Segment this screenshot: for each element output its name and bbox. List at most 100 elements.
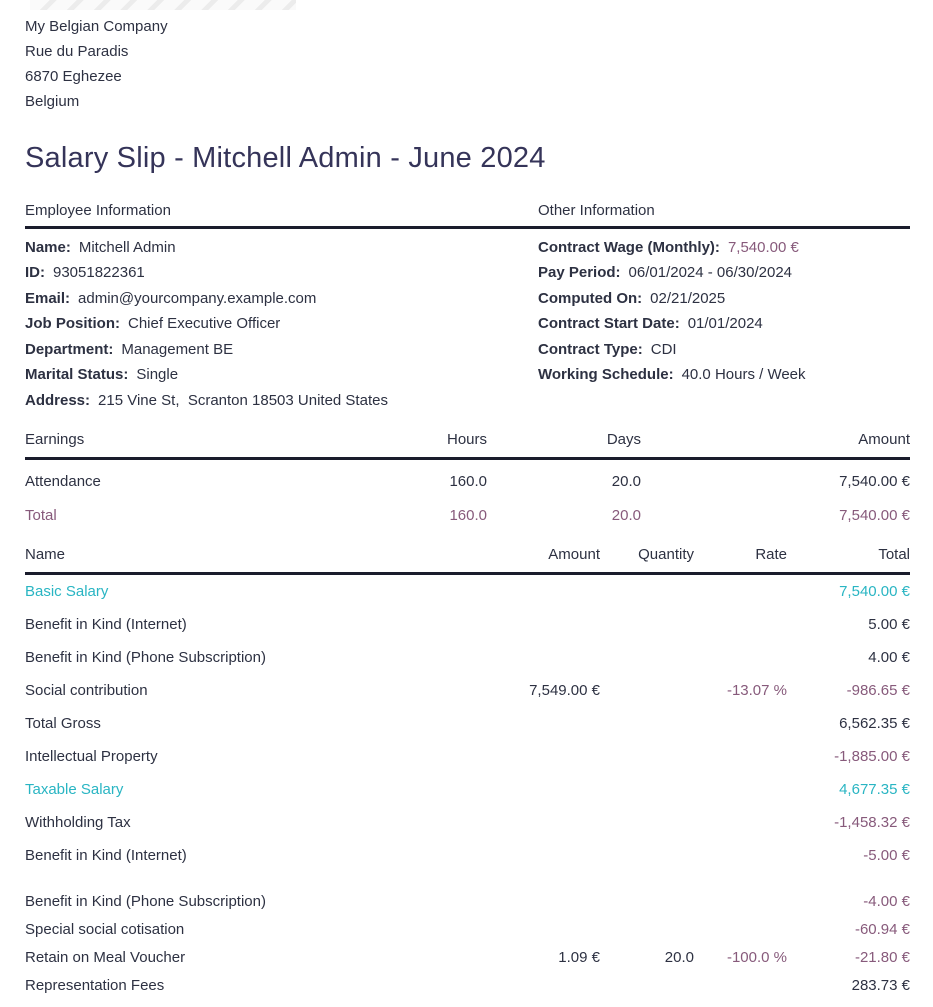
field-label: Department: [25, 340, 114, 358]
info-field-pay-period: Pay Period: 06/01/2024 - 06/30/2024 [538, 260, 910, 286]
salary-rate: -100.0 % [726, 949, 787, 967]
field-value: admin@yourcompany.example.com [78, 289, 317, 307]
salary-amount: 7,549.00 € [529, 682, 600, 700]
field-value: 06/01/2024 - 06/30/2024 [628, 264, 793, 282]
salary-rate: -13.07 % [726, 682, 787, 700]
salary-amount [425, 699, 600, 732]
field-value: Mitchell Admin [78, 238, 176, 256]
earnings-row: Attendance 160.0 20.0 7,540.00 € [25, 459, 910, 491]
salary-total: -1,458.32 € [834, 814, 910, 832]
salary-name: Retain on Meal Voucher [25, 949, 186, 967]
salary-quantity [600, 666, 694, 699]
field-value: 40.0 Hours / Week [681, 366, 806, 384]
salary-amount [425, 831, 600, 864]
salary-total: -5.00 € [863, 847, 910, 865]
salary-row-intellectual-property: Intellectual Property -1,885.00 € [25, 732, 910, 765]
section-divider-rule [25, 225, 910, 229]
salary-rate [694, 765, 787, 798]
earnings-total-row: Total 160.0 20.0 7,540.00 € [25, 490, 910, 524]
salary-quantity [600, 831, 694, 864]
salary-amount [425, 966, 600, 994]
info-section-headings: Employee Information Other Information [25, 202, 910, 219]
info-field-contract-start: Contract Start Date: 01/01/2024 [538, 311, 910, 337]
salary-amount [425, 765, 600, 798]
salary-row-bik-internet: Benefit in Kind (Internet) 5.00 € [25, 600, 910, 633]
salary-quantity [600, 798, 694, 831]
field-value: 01/01/2024 [687, 315, 763, 333]
field-label: Pay Period: [538, 264, 621, 282]
salary-amount [425, 633, 600, 666]
company-street: Rue du Paradis [25, 43, 129, 60]
salary-amount [425, 798, 600, 831]
earnings-amount: 7,540.00 € [839, 473, 910, 491]
field-value: CDI [650, 340, 677, 358]
salary-rate [694, 831, 787, 864]
info-field-working-schedule: Working Schedule: 40.0 Hours / Week [538, 362, 910, 388]
salary-quantity [600, 910, 694, 938]
field-value: 93051822361 [53, 264, 145, 282]
info-field-address: Address: 215 Vine St, Scranton 18503 Unit… [25, 388, 538, 414]
earnings-table-header: Earnings Hours Days Amount [25, 431, 910, 461]
salary-total: -986.65 € [846, 682, 910, 700]
info-field-name: Name: Mitchell Admin [25, 235, 538, 261]
earnings-col-hours: Hours [325, 431, 487, 461]
salary-name: Withholding Tax [25, 814, 131, 832]
salary-name: Benefit in Kind (Internet) [25, 616, 187, 634]
salary-rate [694, 798, 787, 831]
salary-col-amount: Amount [425, 546, 600, 576]
salary-rate [694, 910, 787, 938]
other-info-heading: Other Information [538, 201, 655, 219]
field-label: Address: [25, 391, 91, 409]
info-grid: Name: Mitchell Admin ID: 93051822361 Email… [25, 235, 910, 414]
salary-row-total-gross: Total Gross 6,562.35 € [25, 699, 910, 732]
salary-rate [694, 600, 787, 633]
salary-row-bik-internet-deduction: Benefit in Kind (Internet) -5.00 € [25, 831, 910, 864]
employee-info-heading: Employee Information [25, 201, 171, 219]
salary-name: Special social cotisation [25, 921, 185, 939]
salary-name: Benefit in Kind (Internet) [25, 847, 187, 865]
logo-placeholder-stripes [30, 0, 296, 10]
company-name: My Belgian Company [25, 18, 168, 35]
salary-rate [694, 699, 787, 732]
salary-quantity [600, 864, 694, 910]
salary-row-withholding-tax: Withholding Tax -1,458.32 € [25, 798, 910, 831]
info-field-marital-status: Marital Status: Single [25, 362, 538, 388]
salary-amount [425, 864, 600, 910]
earnings-col-days: Days [487, 431, 641, 461]
salary-quantity [600, 699, 694, 732]
earnings-total-days: 20.0 [611, 507, 641, 525]
salary-col-name: Name [25, 546, 425, 576]
salary-amount [425, 910, 600, 938]
info-field-id: ID: 93051822361 [25, 260, 538, 286]
salary-name: Benefit in Kind (Phone Subscription) [25, 893, 266, 911]
company-address-block: My Belgian Company Rue du Paradis 6870 E… [25, 0, 910, 114]
salary-rate [694, 864, 787, 910]
info-field-contract-wage: Contract Wage (Monthly): 7,540.00 € [538, 235, 910, 261]
salary-total: -1,885.00 € [834, 748, 910, 766]
field-value: Chief Executive Officer [128, 315, 281, 333]
salary-amount [425, 732, 600, 765]
earnings-col-earnings: Earnings [25, 431, 325, 461]
salary-name: Basic Salary [25, 583, 109, 601]
salary-amount: 1.09 € [558, 949, 600, 967]
field-label: Contract Start Date: [538, 315, 680, 333]
salary-name: Representation Fees [25, 977, 165, 995]
salary-row-bik-phone: Benefit in Kind (Phone Subscription) 4.0… [25, 633, 910, 666]
salary-total: 4,677.35 € [839, 781, 910, 799]
info-field-computed-on: Computed On: 02/21/2025 [538, 286, 910, 312]
salary-lines-table: Name Amount Quantity Rate Total Basic Sa… [25, 546, 910, 994]
earnings-name: Attendance [25, 473, 101, 491]
salary-row-basic-salary: Basic Salary 7,540.00 € [25, 574, 910, 601]
salary-col-rate: Rate [694, 546, 787, 576]
salary-name: Intellectual Property [25, 748, 158, 766]
salary-quantity [600, 966, 694, 994]
salary-rate [694, 574, 787, 601]
field-value: Single [136, 366, 179, 384]
salary-total: 6,562.35 € [839, 715, 910, 733]
salary-rate [694, 732, 787, 765]
salary-total: 5.00 € [868, 616, 910, 634]
salary-rate [694, 966, 787, 994]
salary-total: 4.00 € [868, 649, 910, 667]
salary-amount [425, 574, 600, 601]
